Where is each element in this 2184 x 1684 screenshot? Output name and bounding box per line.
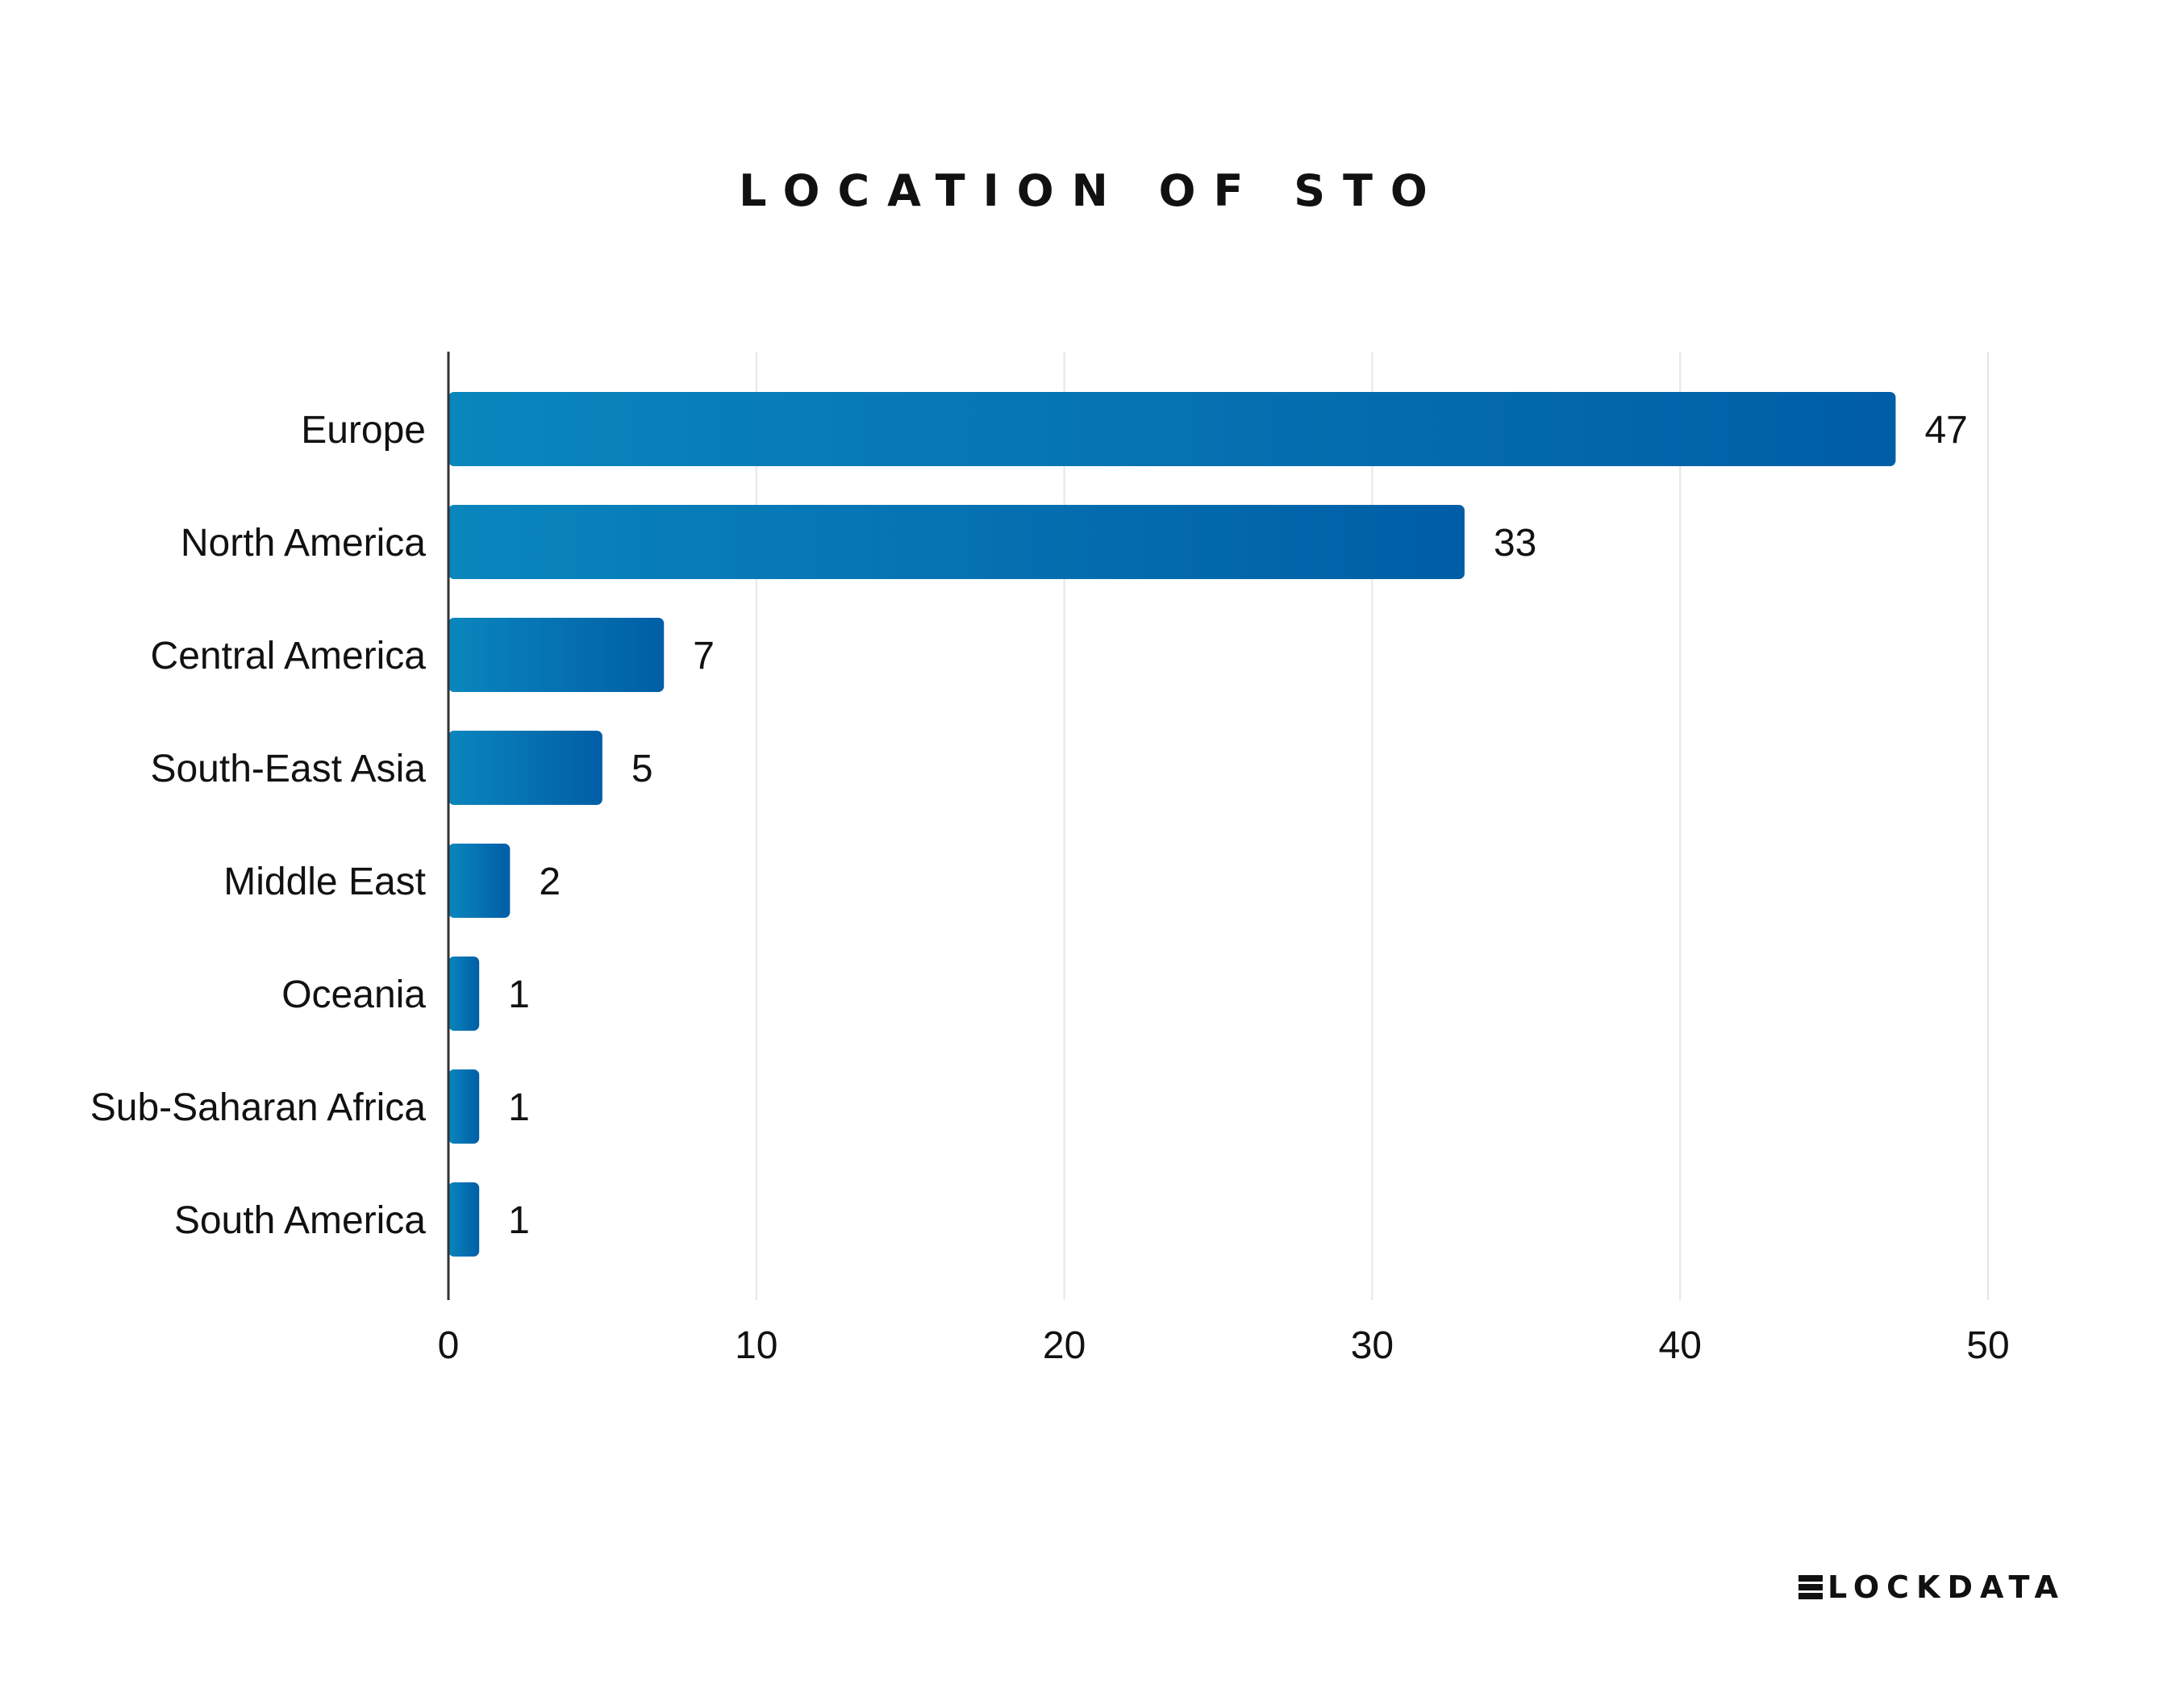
bar-south-america [448, 1182, 480, 1257]
x-tick-label-50: 50 [1966, 1324, 2009, 1367]
category-label: Sub-Saharan Africa [90, 1086, 427, 1129]
value-label: 47 [1924, 409, 1967, 452]
bar-central-america [448, 618, 665, 692]
x-tick-label-0: 0 [438, 1324, 460, 1367]
value-label: 2 [539, 861, 561, 903]
labels: 0 10 20 30 40 50 Europe 47 North America 33 Centra… [90, 352, 2010, 1367]
bar-sub-saharan-africa [448, 1069, 480, 1144]
brand-text: LOCKDATA [1828, 1569, 2065, 1605]
gridlines [755, 352, 1989, 1300]
category-label: South America [174, 1199, 426, 1242]
value-label: 1 [508, 1199, 530, 1242]
bar-europe [448, 392, 1896, 466]
bar-south-east-asia [448, 731, 602, 805]
x-tick-label-40: 40 [1659, 1324, 1702, 1367]
category-label: Europe [301, 409, 426, 452]
bar-oceania [448, 957, 480, 1031]
x-tick-label-10: 10 [735, 1324, 777, 1367]
blockdata-logo-icon [1798, 1575, 1823, 1599]
brand-logo: LOCKDATA [1798, 1569, 2065, 1605]
bar-north-america [448, 505, 1465, 579]
value-label: 1 [508, 973, 530, 1016]
x-tick-label-30: 30 [1351, 1324, 1394, 1367]
value-label: 1 [508, 1086, 530, 1129]
value-label: 5 [631, 748, 653, 790]
category-label: North America [181, 522, 426, 565]
bar-middle-east [448, 844, 511, 918]
value-label: 33 [1494, 522, 1536, 565]
chart-title: LOCATION OF STO [739, 165, 1445, 216]
x-tick-label-20: 20 [1043, 1324, 1086, 1367]
category-label: South-East Asia [150, 748, 426, 790]
value-label: 7 [693, 635, 715, 677]
category-label: Oceania [281, 973, 426, 1016]
category-label: Central America [151, 635, 427, 677]
category-label: Middle East [223, 861, 426, 903]
bars [448, 392, 1896, 1257]
